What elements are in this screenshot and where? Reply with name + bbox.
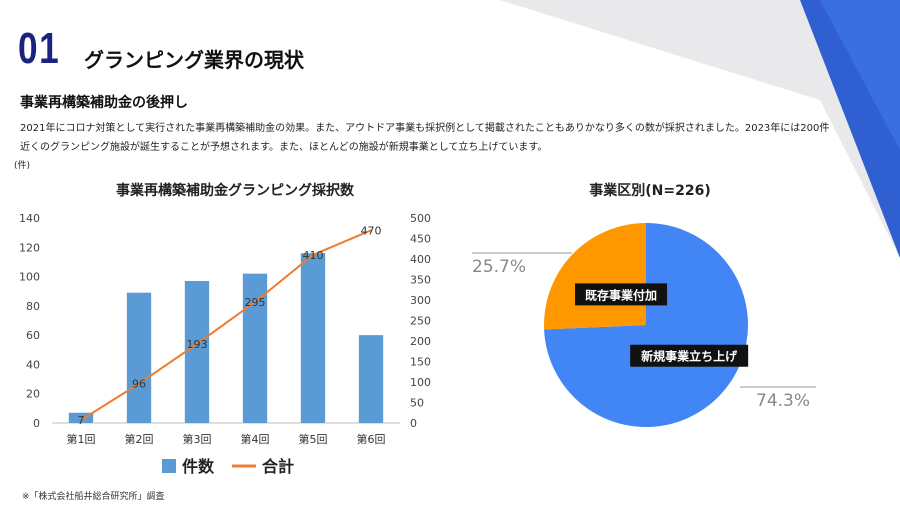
total-data-label: 470 — [361, 224, 382, 237]
footnote: ※「株式会社船井総合研究所」調査 — [22, 492, 165, 502]
y-right-tick-label: 400 — [410, 253, 431, 266]
gray-stripe — [500, 0, 900, 258]
total-data-label: 295 — [245, 296, 266, 309]
pie-percent-label: 74.3% — [756, 391, 810, 411]
x-tick-label: 第1回 — [67, 432, 96, 446]
x-tick-label: 第3回 — [183, 432, 212, 446]
bar-unit-label: (件) — [14, 161, 31, 171]
pie-percent-label: 25.7% — [472, 257, 526, 277]
y-right-tick-label: 150 — [410, 356, 431, 369]
y-left-tick-label: 80 — [26, 300, 40, 313]
y-left-tick-label: 40 — [26, 358, 40, 371]
total-data-label: 410 — [303, 249, 324, 262]
legend-swatch-bar — [162, 459, 176, 473]
total-data-label: 7 — [78, 414, 85, 427]
y-right-tick-label: 350 — [410, 274, 431, 287]
bar-3 — [184, 280, 210, 423]
y-right-tick-label: 450 — [410, 233, 431, 246]
description: 2021年にコロナ対策として実行された事業再構築補助金の効果。また、アウトドア事… — [20, 119, 840, 157]
y-left-tick-label: 140 — [19, 212, 40, 225]
total-data-label: 193 — [187, 338, 208, 351]
section-title: グランピング業界の現状 — [84, 48, 304, 72]
x-tick-label: 第6回 — [357, 432, 386, 446]
bar-4 — [242, 273, 268, 423]
bar-chart-title: 事業再構築補助金グランピング採択数 — [116, 183, 354, 199]
y-right-tick-label: 500 — [410, 212, 431, 225]
pie-name-label-bg — [575, 283, 668, 306]
subtitle: 事業再構築補助金の後押し — [20, 95, 188, 111]
y-right-tick-label: 200 — [410, 335, 431, 348]
description-line-2: 近くのグランピング施設が誕生することが予想されます。また、ほとんどの施設が新規事… — [20, 142, 548, 153]
bar-5 — [300, 253, 326, 423]
pie-chart: 新規事業立ち上げ 既存事業付加 74.3% 25.7% — [472, 223, 816, 427]
pie-name-label: 新規事業立ち上げ — [641, 349, 738, 364]
total-line — [80, 229, 372, 421]
legend-label-bar: 件数 — [182, 457, 215, 476]
y-left-tick-label: 100 — [19, 271, 40, 284]
x-tick-label: 第2回 — [125, 432, 154, 446]
section-number: 01 — [18, 24, 61, 73]
y-left-tick-label: 20 — [26, 388, 40, 401]
y-right-tick-label: 300 — [410, 294, 431, 307]
legend-label-line: 合計 — [262, 457, 294, 476]
total-data-label: 96 — [132, 378, 146, 391]
y-right-tick-label: 50 — [410, 397, 424, 410]
y-right-tick-label: 250 — [410, 315, 431, 328]
y-left-tick-label: 120 — [19, 241, 40, 254]
x-tick-label: 第4回 — [241, 432, 270, 446]
blue-corner-highlight — [820, 0, 900, 150]
pie-slice-2 — [544, 223, 646, 330]
y-left-tick-label: 60 — [26, 329, 40, 342]
pie-chart-title: 事業区別(N=226) — [589, 183, 711, 199]
pie-slice-1 — [544, 223, 748, 427]
bar-1 — [68, 412, 94, 423]
y-right-tick-label: 100 — [410, 376, 431, 389]
pie-name-label-bg — [630, 344, 749, 367]
bar-chart: 0 20 40 60 80 100 120 140 0 50 100 150 200 250 300 350 4… — [19, 212, 431, 476]
bar-6 — [358, 335, 384, 423]
description-line-1: 2021年にコロナ対策として実行された事業再構築補助金の効果。また、アウトドア事… — [20, 123, 830, 134]
x-tick-label: 第5回 — [299, 432, 328, 446]
y-left-tick-label: 0 — [33, 417, 40, 430]
bar-2 — [126, 292, 152, 423]
y-right-tick-label: 0 — [410, 417, 417, 430]
pie-name-label: 既存事業付加 — [585, 287, 657, 302]
